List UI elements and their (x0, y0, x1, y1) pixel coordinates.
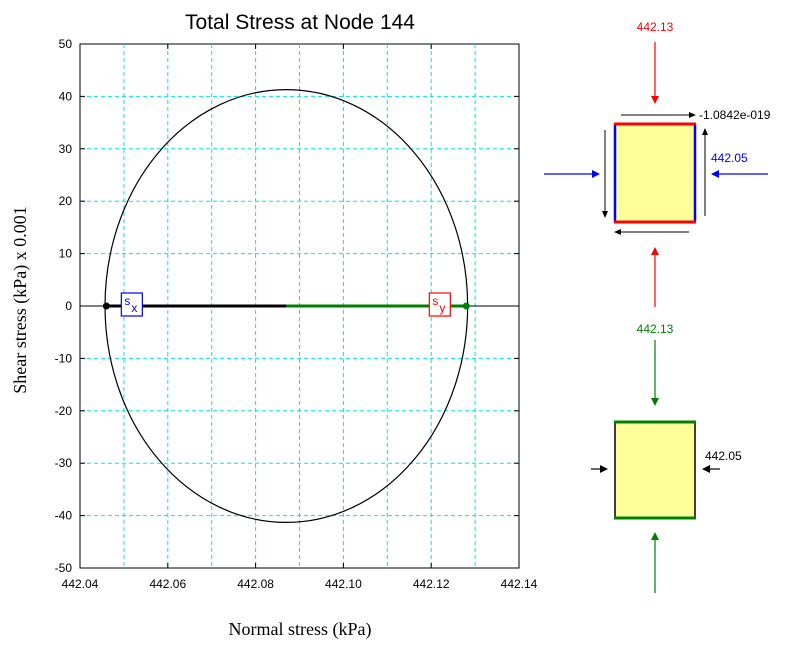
y-tick-label: 40 (59, 89, 73, 103)
x-tick-label: 442.06 (149, 577, 186, 591)
stress-point-subscript-x: x (131, 301, 137, 315)
stress-point-subscript-y: y (439, 301, 445, 315)
stress-point-label-x: s (124, 294, 130, 308)
top-arrow-right-head (592, 170, 600, 178)
stress-point-label-y: s (432, 294, 438, 308)
stress-point-y (462, 302, 470, 310)
x-tick-label: 442.10 (325, 577, 362, 591)
y-tick-label: -20 (55, 404, 73, 418)
stress-point-x (102, 302, 110, 310)
bottom-arrow-left-head (702, 465, 710, 473)
top-arrow-down-head (651, 96, 659, 104)
shear-stress-label: -1.0842e-019 (699, 108, 771, 122)
stress-point-label-box-y (428, 292, 451, 317)
chart-title: Total Stress at Node 144 (185, 11, 415, 34)
element-bottom-body (615, 422, 695, 518)
stress-element-bottom: 442.13 442.05 (591, 322, 742, 593)
y-tick-label: 20 (59, 194, 73, 208)
bottom-arrow-down-head (651, 398, 659, 406)
x-tick-label: 442.04 (62, 577, 99, 591)
stress-points (102, 302, 470, 310)
y-tick-label: -40 (55, 509, 73, 523)
bottom-vertical-stress-label: 442.13 (637, 322, 674, 336)
stress-point-label-box-x (120, 292, 143, 317)
y-tick-label: -10 (55, 351, 73, 365)
bottom-arrow-right-head (600, 465, 608, 473)
top-horizontal-stress-label: 442.05 (711, 151, 748, 165)
y-tick-label: 30 (59, 142, 73, 156)
bottom-horizontal-stress-label: 442.05 (705, 449, 742, 463)
shear-arrow-top-head (689, 112, 696, 118)
shear-arrow-right-head (702, 128, 708, 135)
element-top-body (615, 124, 695, 222)
bottom-arrow-up-head (651, 532, 659, 540)
stress-element-top: 442.13 442.05 -1.0842e-019 (544, 20, 771, 307)
shear-arrow-left-head (602, 211, 608, 218)
x-tick-label: 442.08 (237, 577, 274, 591)
x-tick-label: 442.14 (501, 577, 538, 591)
y-axis-label: Shear stress (kPa) x 0.001 (10, 206, 31, 393)
y-tick-label: -50 (55, 561, 73, 575)
x-tick-labels: 442.04 442.06 442.08 442.10 442.12 442.14 (62, 577, 538, 591)
top-arrow-left-head (711, 170, 719, 178)
y-tick-labels: 50 40 30 20 10 0 -10 -20 -30 -40 -50 (55, 37, 73, 575)
x-axis-label: Normal stress (kPa) (229, 619, 372, 640)
y-tick-label: 10 (59, 247, 73, 261)
y-tick-label: 50 (59, 37, 73, 51)
y-tick-label: 0 (65, 299, 72, 313)
top-vertical-stress-label: 442.13 (637, 20, 674, 34)
shear-arrow-bottom-head (614, 229, 621, 235)
x-tick-label: 442.12 (413, 577, 450, 591)
y-tick-label: -30 (55, 456, 73, 470)
top-arrow-up-head (651, 247, 659, 255)
